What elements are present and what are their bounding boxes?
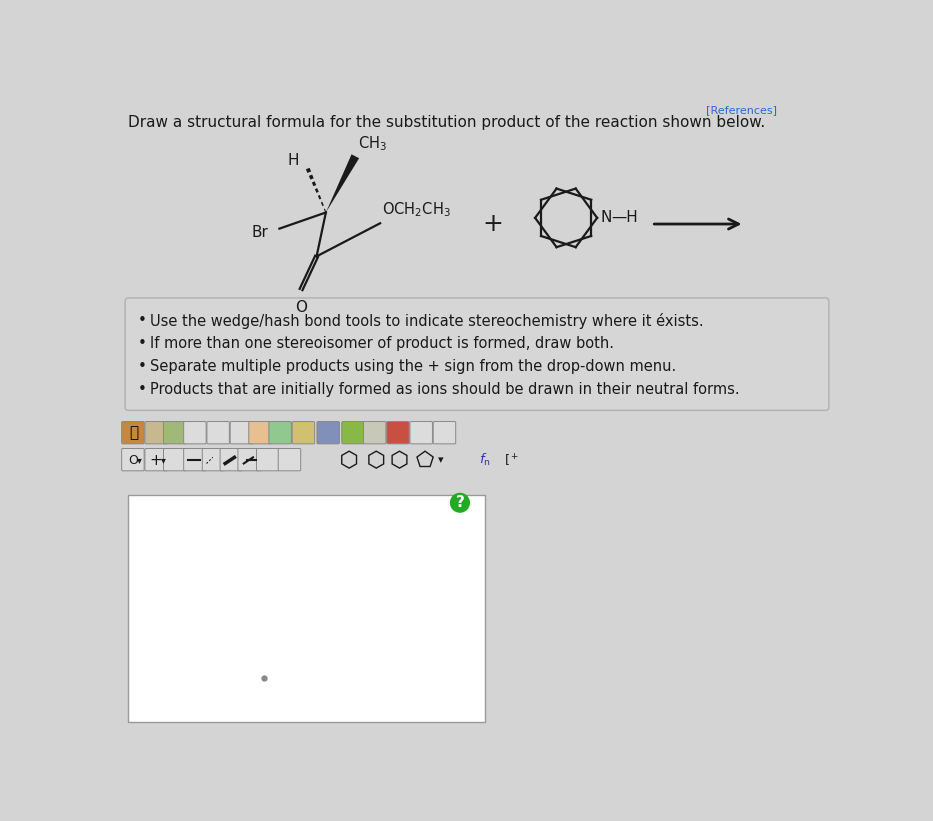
Text: +: +: [482, 212, 503, 236]
FancyBboxPatch shape: [220, 448, 243, 470]
FancyBboxPatch shape: [341, 421, 364, 444]
FancyBboxPatch shape: [292, 421, 314, 444]
Text: •: •: [138, 313, 146, 328]
Text: +: +: [150, 453, 162, 468]
FancyBboxPatch shape: [249, 421, 272, 444]
FancyBboxPatch shape: [202, 448, 225, 470]
Text: Draw a structural formula for the substitution product of the reaction shown bel: Draw a structural formula for the substi…: [128, 116, 765, 131]
FancyBboxPatch shape: [278, 448, 300, 470]
FancyBboxPatch shape: [230, 421, 253, 444]
Polygon shape: [326, 154, 359, 213]
Text: [$^+$: [$^+$: [505, 452, 520, 469]
FancyBboxPatch shape: [364, 421, 386, 444]
FancyBboxPatch shape: [386, 421, 410, 444]
FancyBboxPatch shape: [163, 448, 186, 470]
Text: ▾: ▾: [438, 456, 443, 466]
Text: —H: —H: [611, 210, 638, 226]
Text: ▾: ▾: [136, 456, 142, 466]
FancyBboxPatch shape: [410, 421, 432, 444]
Text: •: •: [138, 382, 146, 397]
FancyBboxPatch shape: [121, 448, 144, 470]
FancyBboxPatch shape: [145, 448, 167, 470]
Text: N: N: [600, 210, 612, 226]
FancyBboxPatch shape: [207, 421, 230, 444]
Text: Use the wedge/hash bond tools to indicate stereochemistry where it éxists.: Use the wedge/hash bond tools to indicat…: [150, 313, 703, 328]
Text: Br: Br: [252, 225, 269, 240]
Circle shape: [529, 181, 604, 255]
Text: If more than one stereoisomer of product is formed, draw both.: If more than one stereoisomer of product…: [150, 336, 614, 351]
Text: $\mathit{f}_\mathrm{n}$: $\mathit{f}_\mathrm{n}$: [479, 452, 491, 469]
FancyBboxPatch shape: [163, 421, 186, 444]
FancyBboxPatch shape: [121, 421, 144, 444]
Text: OCH$_2$CH$_3$: OCH$_2$CH$_3$: [382, 200, 451, 218]
FancyBboxPatch shape: [317, 421, 340, 444]
FancyBboxPatch shape: [184, 421, 206, 444]
Text: ▾: ▾: [160, 456, 165, 466]
FancyBboxPatch shape: [433, 421, 455, 444]
Text: ?: ?: [455, 495, 465, 511]
Text: [References]: [References]: [705, 105, 776, 115]
Text: CH$_3$: CH$_3$: [357, 135, 386, 154]
FancyBboxPatch shape: [257, 448, 279, 470]
Text: Products that are initially formed as ions should be drawn in their neutral form: Products that are initially formed as io…: [150, 382, 740, 397]
FancyBboxPatch shape: [128, 495, 485, 722]
Text: ✋: ✋: [129, 425, 138, 440]
FancyBboxPatch shape: [269, 421, 291, 444]
Text: H: H: [287, 153, 299, 167]
FancyBboxPatch shape: [238, 448, 260, 470]
Text: •: •: [138, 359, 146, 374]
Circle shape: [450, 493, 470, 513]
Text: •: •: [138, 336, 146, 351]
Text: O: O: [128, 454, 138, 467]
Text: Separate multiple products using the + sign from the drop-down menu.: Separate multiple products using the + s…: [150, 359, 676, 374]
Text: O: O: [295, 300, 307, 315]
FancyBboxPatch shape: [145, 421, 167, 444]
FancyBboxPatch shape: [125, 298, 829, 410]
FancyBboxPatch shape: [184, 448, 206, 470]
